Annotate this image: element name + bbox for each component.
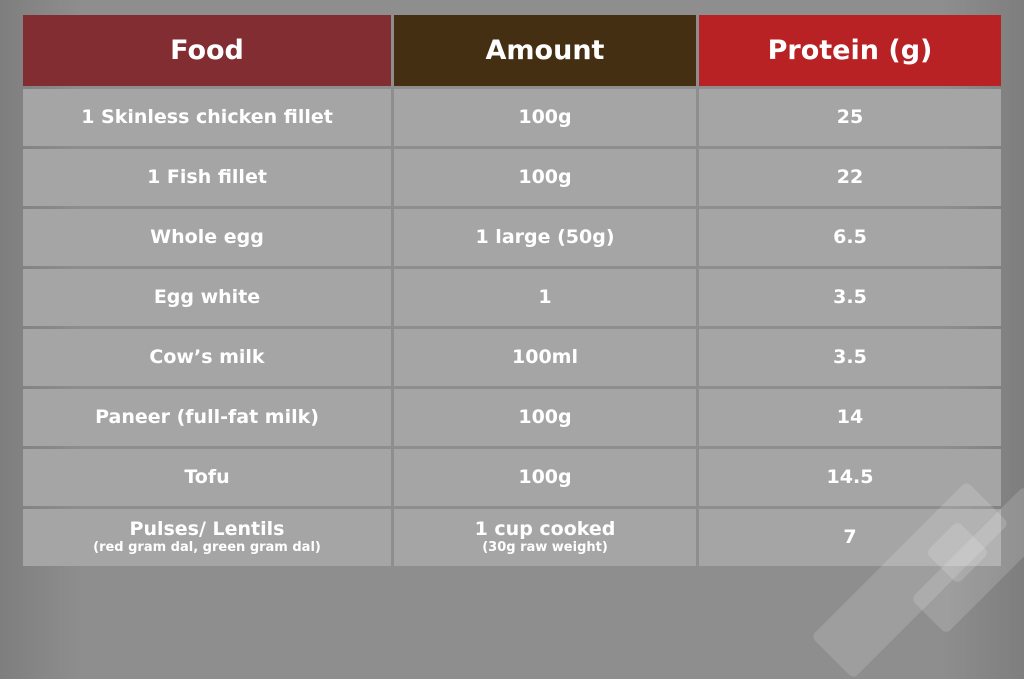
amount-cell-text: 100g: [518, 105, 572, 128]
protein-cell: 3.5: [699, 269, 1001, 326]
food-cell: Whole egg: [23, 209, 391, 266]
amount-cell-text: 1 large (50g): [475, 225, 615, 248]
food-cell: 1 Skinless chicken fillet: [23, 89, 391, 146]
amount-cell-text: 100ml: [512, 345, 578, 368]
food-cell-text: Tofu: [184, 465, 230, 488]
protein-cell: 7: [699, 509, 1001, 566]
header-food: Food: [23, 15, 391, 86]
food-cell: Pulses/ Lentils (red gram dal, green gram…: [23, 509, 391, 566]
food-cell-text: 1 Fish fillet: [147, 165, 267, 188]
protein-table: Food Amount Protein (g) 1 Skinless chick…: [23, 15, 1001, 566]
protein-cell-text: 3.5: [833, 345, 867, 368]
protein-cell-text: 14.5: [826, 465, 874, 488]
food-cell: Paneer (full-fat milk): [23, 389, 391, 446]
amount-cell-text: 1 cup cooked: [474, 518, 616, 541]
protein-cell: 25: [699, 89, 1001, 146]
food-cell-text: 1 Skinless chicken fillet: [81, 105, 333, 128]
food-cell-text: Egg white: [153, 285, 261, 308]
amount-cell-text: 1: [538, 285, 552, 308]
protein-cell: 3.5: [699, 329, 1001, 386]
amount-cell-text: 100g: [518, 165, 572, 188]
amount-cell-text: 100g: [518, 405, 572, 428]
food-cell: Cow’s milk: [23, 329, 391, 386]
protein-cell: 14.5: [699, 449, 1001, 506]
amount-cell-note: (30g raw weight): [482, 539, 608, 555]
food-cell-text: Cow’s milk: [149, 345, 265, 368]
food-cell: Egg white: [23, 269, 391, 326]
protein-cell-text: 3.5: [833, 285, 867, 308]
protein-cell-text: 7: [843, 525, 857, 548]
food-cell-text: Pulses/ Lentils: [129, 518, 285, 541]
food-cell: 1 Fish fillet: [23, 149, 391, 206]
protein-cell-text: 6.5: [833, 225, 867, 248]
amount-cell: 100ml: [394, 329, 696, 386]
amount-cell-text: 100g: [518, 465, 572, 488]
amount-cell: 100g: [394, 89, 696, 146]
food-cell-text: Whole egg: [150, 225, 264, 248]
protein-cell-text: 22: [836, 165, 864, 188]
protein-cell: 6.5: [699, 209, 1001, 266]
amount-cell: 1 cup cooked (30g raw weight): [394, 509, 696, 566]
protein-cell-text: 14: [836, 405, 864, 428]
amount-cell: 1: [394, 269, 696, 326]
header-amount: Amount: [394, 15, 696, 86]
food-cell-text: Paneer (full-fat milk): [95, 405, 319, 428]
protein-cell-text: 25: [836, 105, 864, 128]
food-cell-note: (red gram dal, green gram dal): [93, 539, 321, 555]
protein-cell: 22: [699, 149, 1001, 206]
header-protein: Protein (g): [699, 15, 1001, 86]
food-cell: Tofu: [23, 449, 391, 506]
amount-cell: 1 large (50g): [394, 209, 696, 266]
amount-cell: 100g: [394, 149, 696, 206]
protein-cell: 14: [699, 389, 1001, 446]
amount-cell: 100g: [394, 389, 696, 446]
amount-cell: 100g: [394, 449, 696, 506]
